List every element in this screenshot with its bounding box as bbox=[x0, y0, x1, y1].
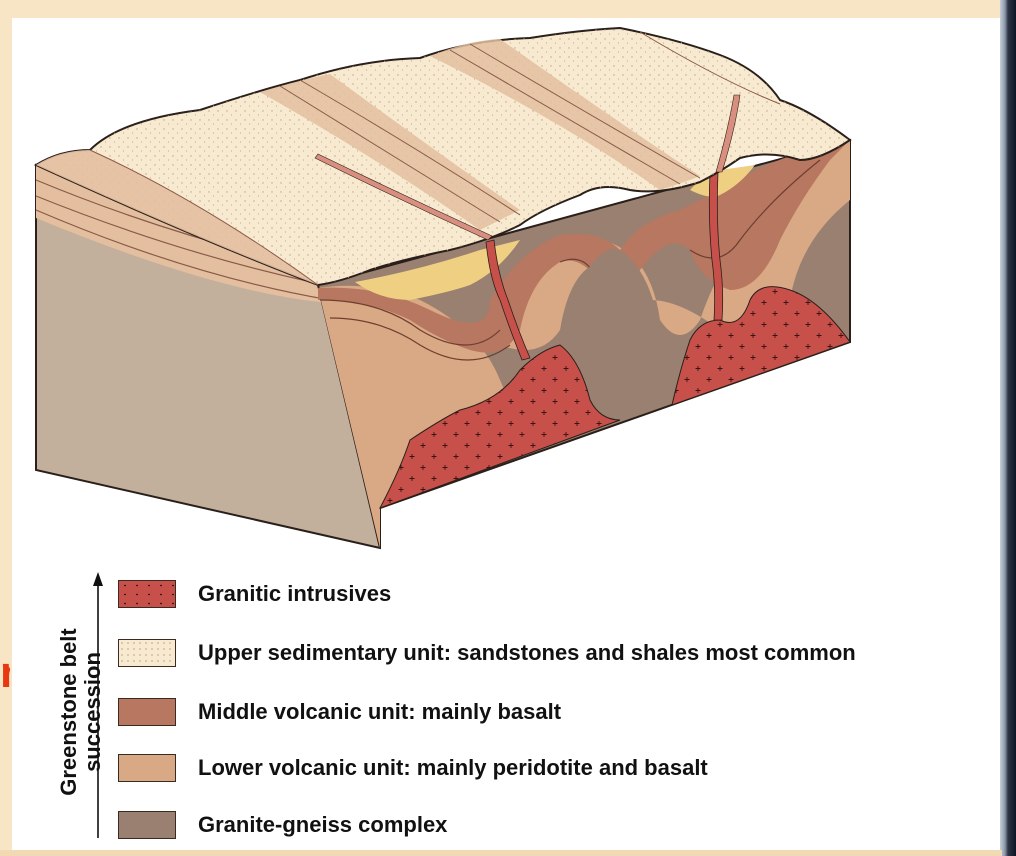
block-diagram bbox=[33, 26, 852, 550]
swatch-upper-sedimentary bbox=[118, 639, 176, 667]
window-edge bbox=[1000, 0, 1016, 856]
axis-label-line-1: Greenstone belt bbox=[56, 628, 81, 796]
dike-right bbox=[708, 171, 724, 321]
bottom-edge bbox=[0, 850, 1002, 856]
upper-sediment-syncline-2 bbox=[690, 165, 755, 197]
top-band-3 bbox=[430, 39, 700, 190]
legend-item-middle-volcanic: Middle volcanic unit: mainly basalt bbox=[118, 697, 561, 727]
swatch-lower-volcanic bbox=[118, 754, 176, 782]
dike-top-trace bbox=[314, 153, 493, 241]
succession-arrow bbox=[93, 572, 103, 838]
legend-item-lower-volcanic: Lower volcanic unit: mainly peridotite a… bbox=[118, 753, 708, 783]
swatch-granitic bbox=[118, 580, 176, 608]
granite-gneiss-dome bbox=[570, 248, 690, 420]
swatch-middle-volcanic bbox=[118, 698, 176, 726]
legend-label: Middle volcanic unit: mainly basalt bbox=[198, 699, 562, 724]
legend-label: Granitic intrusives bbox=[198, 581, 392, 606]
top-band-2 bbox=[260, 74, 520, 230]
dike-left bbox=[485, 239, 531, 361]
legend-label: Lower volcanic unit: mainly peridotite a… bbox=[198, 755, 708, 780]
legend-label: Upper sedimentary unit: sandstones and s… bbox=[198, 640, 856, 665]
legend-item-upper-sedimentary: Upper sedimentary unit: sandstones and s… bbox=[118, 638, 856, 668]
swatch-granite-gneiss bbox=[118, 811, 176, 839]
edge-text-fragment: n bbox=[0, 652, 10, 694]
legend-label: Granite-gneiss complex bbox=[198, 812, 448, 837]
legend-item-granite-gneiss: Granite-gneiss complex bbox=[118, 810, 447, 840]
lower-volcanic-face bbox=[318, 285, 507, 548]
top-band-1 bbox=[36, 150, 318, 285]
upper-sediment-syncline-1 bbox=[355, 240, 520, 300]
legend-item-granitic: Granitic intrusives bbox=[118, 579, 391, 609]
